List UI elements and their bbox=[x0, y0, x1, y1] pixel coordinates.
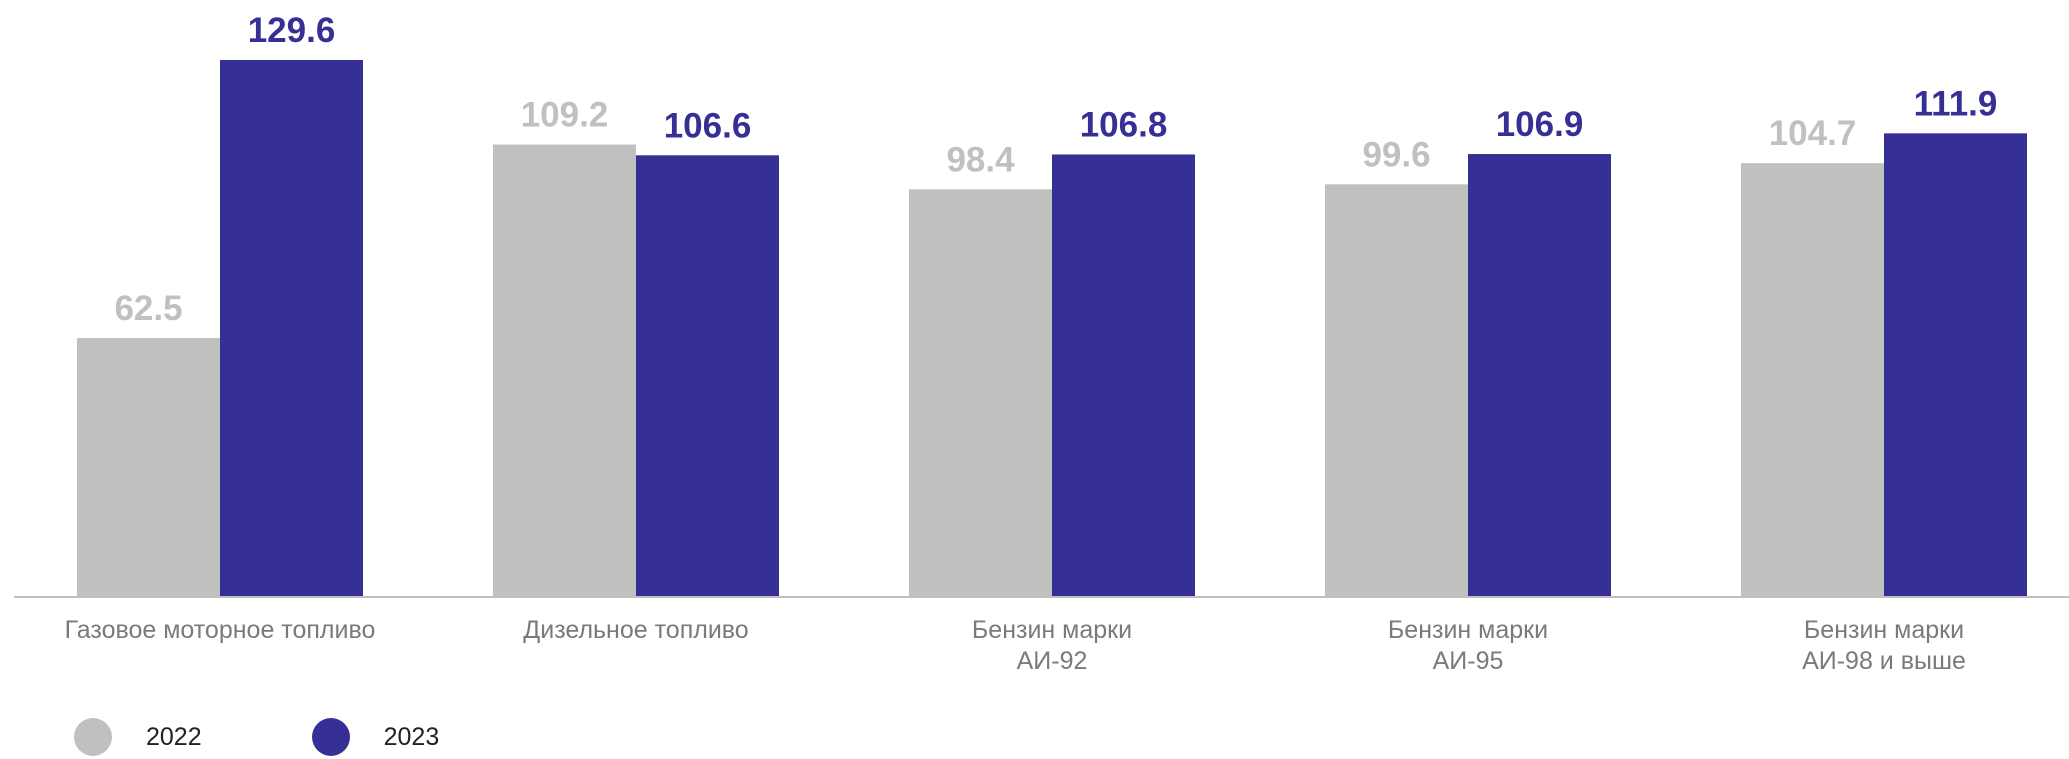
category-labels-layer: Газовое моторное топливо Дизельное топлив… bbox=[65, 616, 1966, 675]
value-label-2022-0: 62.5 bbox=[114, 289, 182, 328]
legend-swatch-2023 bbox=[311, 718, 350, 756]
category-label-4-line-1: АИ-98 и выше bbox=[1802, 647, 1966, 675]
bar-2023-0 bbox=[220, 60, 363, 597]
bar-2023-4 bbox=[1884, 133, 2027, 597]
bar-2022-1 bbox=[493, 144, 636, 597]
category-label-2-line-1: АИ-92 bbox=[1017, 647, 1088, 675]
legend-item-2023: 2023 bbox=[311, 718, 440, 756]
bar-2022-0 bbox=[77, 338, 220, 597]
bar-2023-1 bbox=[636, 155, 779, 598]
value-labels-layer: 62.5 129.6 109.2 106.6 98.4 106.8 99.6 106.9 104… bbox=[114, 11, 1997, 328]
value-label-2022-1: 109.2 bbox=[521, 96, 609, 135]
legend-swatch-2022 bbox=[74, 718, 112, 756]
bars-layer bbox=[77, 60, 2027, 598]
category-label-3-line-0: Бензин марки bbox=[1388, 616, 1548, 644]
bar-2023-2 bbox=[1052, 154, 1195, 597]
bar-2022-4 bbox=[1741, 163, 1884, 597]
category-label-3-line-1: АИ-95 bbox=[1433, 647, 1504, 675]
category-label-0-line-0: Газовое моторное топливо bbox=[65, 616, 376, 644]
legend-item-2022: 2022 bbox=[74, 718, 202, 756]
bar-2023-3 bbox=[1468, 154, 1611, 598]
category-label-2-line-0: Бензин марки bbox=[972, 616, 1132, 644]
legend: 2022 2023 bbox=[74, 718, 549, 756]
bar-chart: 62.5 129.6 109.2 106.6 98.4 106.8 99.6 106.9 104… bbox=[14, 11, 2069, 675]
value-label-2023-0: 129.6 bbox=[248, 11, 336, 50]
value-label-2023-4: 111.9 bbox=[1914, 84, 1998, 123]
bar-2022-2 bbox=[909, 189, 1052, 597]
category-label-1-line-0: Дизельное топливо bbox=[523, 616, 748, 644]
value-label-2022-2: 98.4 bbox=[946, 140, 1015, 179]
value-label-2023-1: 106.6 bbox=[664, 106, 752, 145]
category-label-4-line-0: Бензин марки bbox=[1804, 616, 1964, 644]
legend-label-2022: 2022 bbox=[146, 722, 202, 751]
value-label-2022-4: 104.7 bbox=[1769, 114, 1857, 153]
legend-label-2023: 2023 bbox=[383, 722, 440, 751]
bar-2022-3 bbox=[1325, 184, 1468, 598]
value-label-2022-3: 99.6 bbox=[1362, 135, 1430, 174]
value-label-2023-3: 106.9 bbox=[1496, 105, 1584, 144]
value-label-2023-2: 106.8 bbox=[1080, 105, 1168, 144]
